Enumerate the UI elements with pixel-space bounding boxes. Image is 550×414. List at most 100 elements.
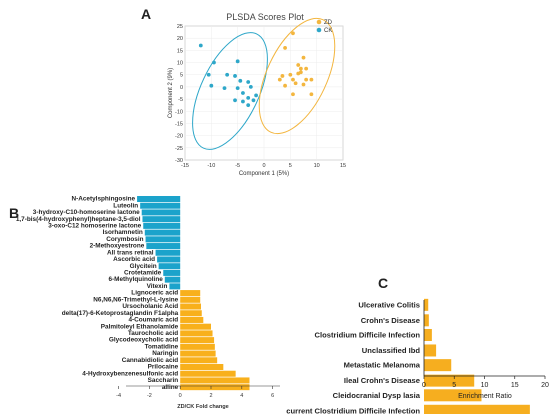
scatter-point-zd [283,83,287,88]
enrichment-x-tick-label: 15 [511,382,519,389]
fold-change-bar-all-trans-retinal [155,249,181,256]
plsda-y-tick-label: -10 [175,109,183,115]
enrichment-category-label: Unclassified Ibd [362,346,421,355]
enrichment-category-label: Crohn's Disease [361,316,420,325]
enrichment-x-tick-label: 10 [481,382,489,389]
fold-change-bar-4-hydroxybenzenesulfonic-acid [180,370,236,377]
fold-change-x-tick-label: -4 [116,393,121,399]
fold-change-category-label: Glycodeoxycholic acid [109,337,178,344]
fold-change-category-label: Corymbosin [106,236,143,243]
scatter-point-zd [283,46,287,50]
fold-change-category-label: Lignoceric acid [131,290,178,297]
zd-confidence-ellipse [258,17,336,135]
fold-change-bar-cannabidiolic-acid [180,357,218,364]
scatter-point-zd [291,92,295,97]
fold-change-x-tick-label: 0 [179,393,182,399]
fold-change-bar-glycitein [158,263,181,270]
fold-change-bar-3-hydroxy-c10-homoserine-lactone [141,209,181,216]
scatter-point-ck [246,80,251,84]
plsda-y-tick-label: 10 [177,61,183,67]
legend-marker-zd [316,19,322,25]
fold-change-category-label: N-Acetylsphingosine [72,196,136,203]
enrichment-bar-unclassified-ibd [424,344,437,357]
plsda-y-tick-label: -25 [175,146,183,152]
scatter-point-ck [238,78,243,83]
fold-change-category-label: Taurocholic acid [128,330,178,337]
scatter-point-ck [254,93,258,98]
scatter-point-zd [301,82,306,87]
plsda-x-tick-label: -10 [207,163,215,169]
fold-change-bar-alline [180,384,250,391]
enrichment-category-label: Cleidocranial Dysp lasia [333,391,421,400]
fold-change-category-label: 3-oxo-C12 homoserine lactone [48,222,141,229]
scatter-point-ck [198,43,203,48]
fold-change-category-label: Vitexin [147,283,168,290]
plsda-legend: ZD CK [316,19,333,34]
plsda-scores-plot: PLSDA Scores Plot -15 -10 -5 0 5 10 15 25 20 15 1… [168,12,346,177]
enrichment-category-label: current Clostridium Difficile Infection [286,406,420,414]
fold-change-bar-prilocaine [180,364,224,370]
fold-change-category-label: 1,7-bis(4-hydroxyphenyl)heptane-3,5-diol [16,216,141,223]
fold-change-bar-luteolin [140,202,181,209]
fold-change-bar-lignoceric-acid [180,290,201,297]
fold-change-bar-6-methylquinoline [164,276,181,283]
panel-label-b: B [9,205,19,221]
fold-change-x-axis-label: ZD/CK Fold change [177,404,229,410]
scatter-point-zd [280,74,285,78]
enrichment-category-label: Ulcerative Colitis [358,300,420,309]
panel-label-c: C [378,275,388,291]
fold-change-x-tick-label: 4 [240,393,243,399]
plsda-y-axis-label: Component 2 (9%) [168,68,174,118]
scatter-point-zd [291,31,295,36]
fold-change-category-label: alline [162,384,179,391]
fold-change-bar-2-methoxyestrone [146,243,181,250]
scatter-point-zd [288,72,293,77]
enrichment-bar-current-clostridium-difficile-infection [424,404,530,414]
scatter-point-ck [246,103,251,108]
fold-change-category-label: Cannabidiolic acid [122,357,179,364]
enrichment-x-tick-label: 5 [452,382,456,389]
scatter-point-zd [298,66,303,71]
fold-change-category-label: Tomatidine [145,343,179,350]
fold-change-bar-3-oxo-c12-homoserine-lactone [143,222,181,229]
panel-label-a: A [141,6,151,22]
plsda-y-tick-label: 20 [177,36,183,42]
enrichment-chart: Ulcerative Colitis Crohn's Disease Clostri… [286,298,549,414]
enrichment-category-label: Ileal Crohn's Disease [344,376,420,385]
plsda-y-tick-label: 25 [177,24,183,30]
fold-change-bar-isorhamnetin [144,229,181,236]
legend-label-zd: ZD [324,20,333,26]
scatter-point-zd [304,66,309,71]
scatter-point-ck [209,83,214,88]
fold-change-bar-4-coumaric-acid [180,316,204,323]
fold-change-bar-n-acetylsphingosine [137,196,181,202]
fold-change-category-label: 4-Hydroxybenzenesulfonic acid [82,370,178,377]
scatter-point-ck [212,60,216,65]
plsda-y-tick-label: -30 [175,158,183,164]
fold-change-category-label: Isorhamnetin [103,229,143,236]
fold-change-category-label: Palmitoleyl Ethanolamide [101,323,179,330]
plsda-x-tick-label: 5 [289,163,292,169]
plsda-y-tick-label: -5 [178,97,183,103]
plsda-x-axis-label: Component 1 (5%) [239,171,289,177]
fold-change-chart: N-AcetylsphingosineLuteolin3-hydroxy-C10… [16,196,280,410]
plsda-y-tick-label: 0 [180,85,183,91]
enrichment-x-tick-label: 20 [541,382,549,389]
scatter-point-ck [235,86,240,91]
plsda-y-tick-label: -20 [175,134,183,140]
enrichment-bar-ulcerative-colitis [424,298,429,311]
plsda-y-tick-label: 15 [177,48,183,54]
plsda-x-tick-label: -15 [181,163,189,169]
fold-change-bar-1-7-bis-4-hydroxyphenyl-heptane-3-5-diol [142,216,181,223]
fold-change-category-label: delta(17)-6-Ketoprostaglandin F1alpha [62,310,179,317]
legend-label-ck: CK [324,28,332,34]
fold-change-category-label: Luteolin [113,202,138,209]
fold-change-bar-tomatidine [180,343,215,350]
fold-change-bar-naringin [180,350,216,357]
fold-change-category-label: Naringin [152,350,178,357]
fold-change-category-label: 3-hydroxy-C10-homoserine lactone [33,209,140,216]
enrichment-bar-cleidocranial-dysp-lasia [424,389,482,402]
fold-change-category-label: Crotetamide [124,270,162,277]
scatter-point-ck [248,85,253,89]
